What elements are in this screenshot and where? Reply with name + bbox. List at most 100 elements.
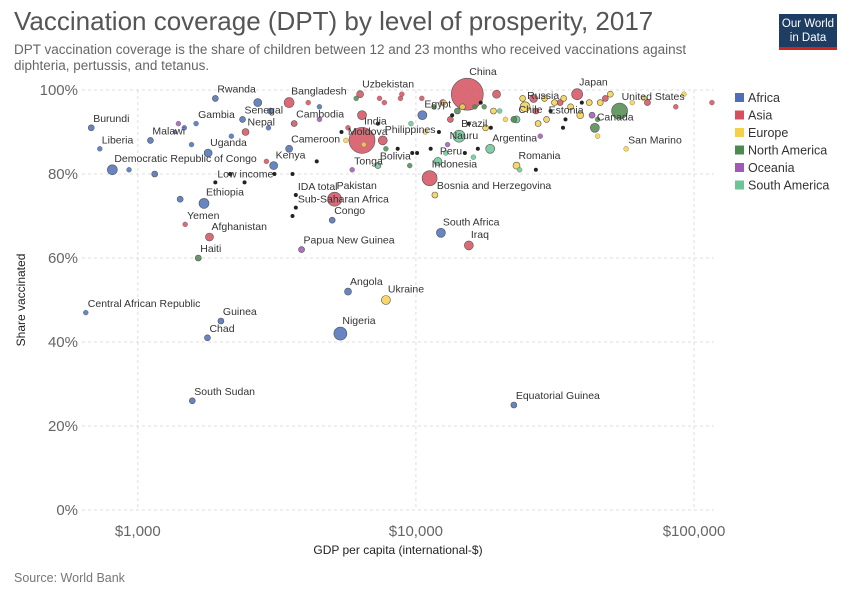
point-label: Nepal [248, 117, 275, 129]
data-point [293, 193, 298, 197]
logo-line-2: in Data [789, 32, 827, 44]
data-point [356, 90, 364, 98]
data-point [194, 254, 202, 262]
data-point [228, 172, 233, 176]
data-point [327, 191, 342, 207]
data-point [348, 127, 376, 154]
x-tick-label: $1,000 [115, 523, 161, 540]
data-point [147, 137, 154, 144]
data-point [560, 125, 565, 130]
point-label: Guinea [223, 306, 257, 318]
point-label: IDA total [298, 181, 338, 193]
data-point [510, 116, 518, 123]
point-label: Pakistan [337, 180, 377, 192]
data-point [408, 120, 414, 127]
point-label: China [469, 66, 497, 78]
data-point [492, 89, 501, 99]
data-point [193, 120, 199, 127]
data-point [594, 116, 601, 123]
point-label: Central African Republic [88, 298, 201, 310]
point-label: Kenya [276, 150, 306, 162]
data-point [563, 117, 568, 122]
data-point [519, 101, 531, 113]
grid-layer [82, 89, 714, 511]
data-point [339, 130, 344, 134]
data-point [228, 133, 235, 139]
data-point [644, 99, 651, 106]
data-point [447, 116, 454, 123]
chart-subtitle: DPT vaccination coverage is the share of… [14, 42, 687, 73]
point-label: Sub-Saharan Africa [298, 194, 389, 206]
data-point [415, 151, 420, 155]
legend: Africa Asia Europe North America Oceania Sout… [735, 91, 829, 193]
data-point [290, 120, 298, 127]
data-point [462, 151, 467, 155]
legend-label: South America [748, 179, 829, 193]
data-point [305, 99, 311, 106]
data-point [560, 95, 568, 102]
legend-label: Oceania [748, 161, 795, 175]
data-point [472, 104, 478, 110]
y-tick-label: 0% [56, 502, 78, 519]
data-point [242, 180, 247, 185]
data-point [629, 99, 635, 106]
data-point [293, 205, 298, 210]
x-tick-label: $100,000 [663, 523, 726, 540]
point-label: Peru [440, 145, 462, 157]
point-label: Estonia [549, 104, 584, 116]
point-label: Yemen [187, 210, 219, 222]
data-point [611, 102, 628, 120]
data-point [512, 161, 521, 170]
point-label: Uzbekistan [362, 79, 414, 91]
legend-swatch [735, 128, 744, 137]
data-point [496, 108, 503, 114]
data-point [343, 137, 349, 144]
chart-title: Vaccination coverage (DPT) by level of p… [14, 6, 654, 36]
point-label: Iraq [471, 229, 489, 241]
point-label: Russia [527, 90, 559, 102]
data-point [176, 195, 184, 203]
point-label: Nigeria [342, 315, 375, 327]
data-point [188, 397, 196, 405]
point-label: Papua New Guinea [304, 235, 395, 247]
point-label: Afghanistan [211, 221, 267, 233]
data-point [466, 121, 471, 126]
data-point [602, 95, 609, 102]
logo-line-1: Our World [781, 18, 835, 30]
data-point [298, 246, 305, 253]
owid-logo[interactable]: Our World in Data [779, 14, 837, 50]
point-label: Moldova [348, 126, 388, 138]
data-point [532, 107, 540, 115]
data-point [519, 95, 526, 102]
data-point [377, 135, 388, 146]
point-label: Ukraine [388, 284, 424, 296]
data-point [213, 180, 218, 185]
data-point [263, 158, 270, 165]
data-point [419, 95, 425, 102]
data-point [502, 116, 509, 123]
x-tick-label: $10,000 [389, 523, 443, 540]
point-label: Equatorial Guinea [516, 390, 600, 402]
data-point [239, 116, 246, 123]
data-point [376, 95, 383, 102]
data-point [217, 317, 225, 325]
data-point [450, 77, 484, 111]
data-point [475, 146, 480, 151]
source-note: Source: World Bank [14, 571, 125, 585]
point-label: Democratic Republic of Congo [114, 153, 257, 165]
data-point [422, 129, 428, 135]
data-point [345, 125, 351, 131]
data-point [571, 88, 583, 100]
data-point [433, 157, 443, 166]
data-point [490, 107, 497, 115]
data-point [596, 99, 604, 106]
point-label: Tonga [354, 155, 383, 167]
data-point [590, 123, 600, 133]
point-label: South Africa [443, 216, 500, 228]
data-point [290, 172, 295, 176]
data-point [399, 91, 405, 97]
data-point [316, 116, 323, 123]
point-label: Romania [519, 150, 561, 162]
data-point [151, 170, 158, 178]
point-label: Angola [350, 276, 383, 288]
